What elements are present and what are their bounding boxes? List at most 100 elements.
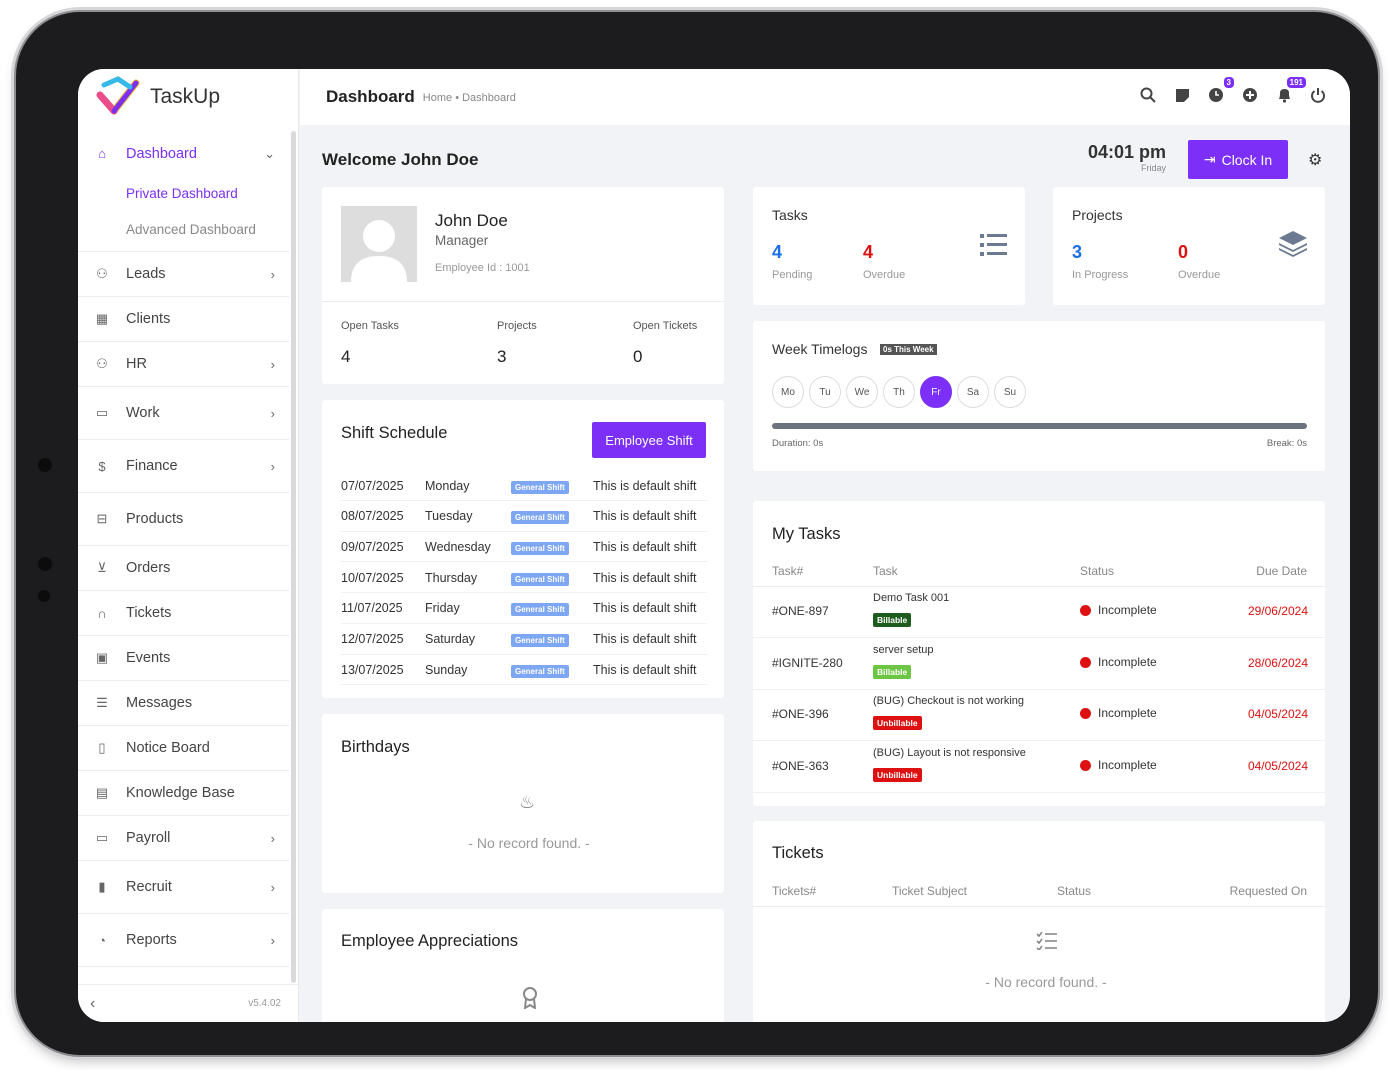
col-task-number: Task# [772,564,804,578]
app-name: TaskUp [150,85,221,108]
shift-type-badge: General Shift [511,541,569,555]
day-th[interactable]: Th [883,376,915,408]
chevron-right-icon: › [270,356,275,372]
timelogs-badge: 0s This Week [880,344,937,355]
task-row[interactable]: #IGNITE-280 server setup Billable Incomplet… [753,639,1326,690]
day-we[interactable]: We [846,376,878,408]
shift-type-badge: General Shift [511,572,569,586]
sidebar-item-label: Payroll [126,830,171,846]
shift-day: Sunday [425,662,468,677]
tasks-card: Tasks 4 Pending 4 Overdue [753,187,1025,305]
day-tu[interactable]: Tu [809,376,841,408]
sidebar-item-clients[interactable]: ▦ Clients [78,297,289,342]
shift-desc: This is default shift [593,601,697,616]
sidebar-item-tickets[interactable]: ∩ Tickets [78,591,289,636]
sidebar-item-recruit[interactable]: ▮ Recruit › [78,861,289,914]
sidebar-scrollbar[interactable] [291,131,296,983]
pie-chart-icon: ◔ [98,932,106,948]
task-name[interactable]: (BUG) Checkout is not working [873,695,1024,707]
sidebar-item-orders[interactable]: ⊻ Orders [78,546,289,591]
sidebar-item-label: Tickets [126,605,172,621]
logo[interactable]: TaskUp [78,69,298,125]
sidebar-item-notice-board[interactable]: ▯ Notice Board [78,726,289,771]
shift-desc: This is default shift [593,570,697,585]
tasks-overdue-count[interactable]: 4 [863,242,874,262]
shift-date: 08/07/2025 [341,509,404,524]
task-due-date: 04/05/2024 [1247,707,1308,721]
appreciations-card: Employee Appreciations [322,909,724,1022]
task-id[interactable]: #ONE-396 [772,707,829,721]
projects-inprogress-count[interactable]: 3 [1072,242,1083,262]
shift-date: 11/07/2025 [341,601,403,616]
badge-icon: ▮ [98,879,106,894]
tickets-title: Tickets [772,844,824,862]
sidebar-item-work[interactable]: ▭ Work › [78,387,289,440]
search-icon[interactable] [1138,85,1158,105]
profile-role: Manager [435,233,489,248]
task-id[interactable]: #ONE-363 [772,758,829,773]
sidebar-subitem-advanced-dashboard[interactable]: Advanced Dashboard [78,211,289,252]
task-id[interactable]: #ONE-897 [772,604,829,618]
add-icon[interactable] [1240,85,1260,105]
open-tickets-count[interactable]: 0 [633,347,643,366]
task-id[interactable]: #IGNITE-280 [772,655,843,670]
layers-icon [1279,231,1307,257]
sidebar-item-payroll[interactable]: ▭ Payroll › [78,816,289,861]
shift-date: 09/07/2025 [341,539,404,554]
chevron-right-icon: › [270,879,275,895]
task-name[interactable]: (BUG) Layout is not responsive [873,746,1026,759]
employee-shift-button[interactable]: Employee Shift [592,422,706,458]
projects-overdue-count[interactable]: 0 [1178,242,1189,262]
shift-day: Saturday [425,632,476,646]
sidebar-item-knowledge-base[interactable]: ▤ Knowledge Base [78,771,289,816]
task-name[interactable]: server setup [873,643,934,656]
sidebar-subitem-private-dashboard[interactable]: Private Dashboard [126,186,238,201]
sidebar-item-messages[interactable]: ☰ Messages [78,681,289,726]
shift-row: 07/07/2025 Monday General Shift This is def… [341,471,707,501]
chevron-right-icon: › [270,405,275,421]
shift-day: Thursday [425,570,478,585]
tickets-card: Tickets Tickets# Ticket Subject Status R… [753,821,1325,1022]
task-status-label: Incomplete [1098,654,1157,669]
shift-type-badge: General Shift [511,480,569,494]
power-icon[interactable] [1308,85,1328,105]
task-row[interactable]: #ONE-396 (BUG) Checkout is not working Unb… [753,690,1326,741]
day-fr[interactable]: Fr [920,376,952,408]
task-name[interactable]: Demo Task 001 [873,592,950,604]
sidebar-item-dashboard[interactable]: ⌂ Dashboard ⌄ [78,131,289,176]
breadcrumb[interactable]: Home • Dashboard [422,92,516,104]
document-icon: ▤ [95,785,109,800]
tasks-pending-count[interactable]: 4 [772,242,783,262]
task-status-label: Incomplete [1098,757,1157,772]
sidebar-item-finance[interactable]: $ Finance › [78,440,289,493]
current-day: Friday [1140,163,1166,173]
shift-row: 11/07/2025 Friday General Shift This is def… [341,594,707,624]
my-tasks-title: My Tasks [772,525,841,543]
sidebar-item-hr[interactable]: ⚇ HR › [78,342,289,387]
projects-count[interactable]: 3 [497,347,507,366]
task-status-label: Incomplete [1098,706,1157,720]
sidebar-item-events[interactable]: ▣ Events [78,636,289,681]
tickets-header: Tickets# Ticket Subject Status Requested… [753,881,1325,907]
sidebar-item-reports[interactable]: ◔ Reports › [78,914,289,967]
my-tasks-card: My Tasks Task# Task Status Due Date #ONE… [753,501,1326,806]
bell-icon[interactable]: 191 [1274,77,1306,105]
day-sa[interactable]: Sa [957,376,989,408]
birthdays-card: Birthdays ♨ - No record found. - [322,714,724,893]
topbar: Dashboard Home • Dashboard 3 191 [300,69,1350,125]
open-tasks-count[interactable]: 4 [341,347,351,366]
day-su[interactable]: Su [994,376,1026,408]
clock-icon[interactable]: 3 [1206,77,1234,105]
sidebar-item-leads[interactable]: ⚇ Leads › [78,252,289,297]
clock-in-button[interactable]: ⇥ Clock In [1188,140,1288,179]
sticky-note-icon[interactable] [1172,85,1192,105]
shift-desc: This is default shift [593,509,697,524]
task-row[interactable]: #ONE-363 (BUG) Layout is not responsive Un… [753,742,1326,793]
shift-type-badge: General Shift [511,664,569,678]
sidebar-item-products[interactable]: ⊟ Products [78,493,289,546]
sidebar-item-label: Finance [126,458,178,474]
gear-icon[interactable]: ⚙ [1308,152,1323,169]
task-row[interactable]: #ONE-897 Demo Task 001 Billable Incomplete 2… [753,587,1326,638]
day-mo[interactable]: Mo [772,376,804,408]
collapse-sidebar-icon[interactable]: ‹ [90,994,96,1012]
